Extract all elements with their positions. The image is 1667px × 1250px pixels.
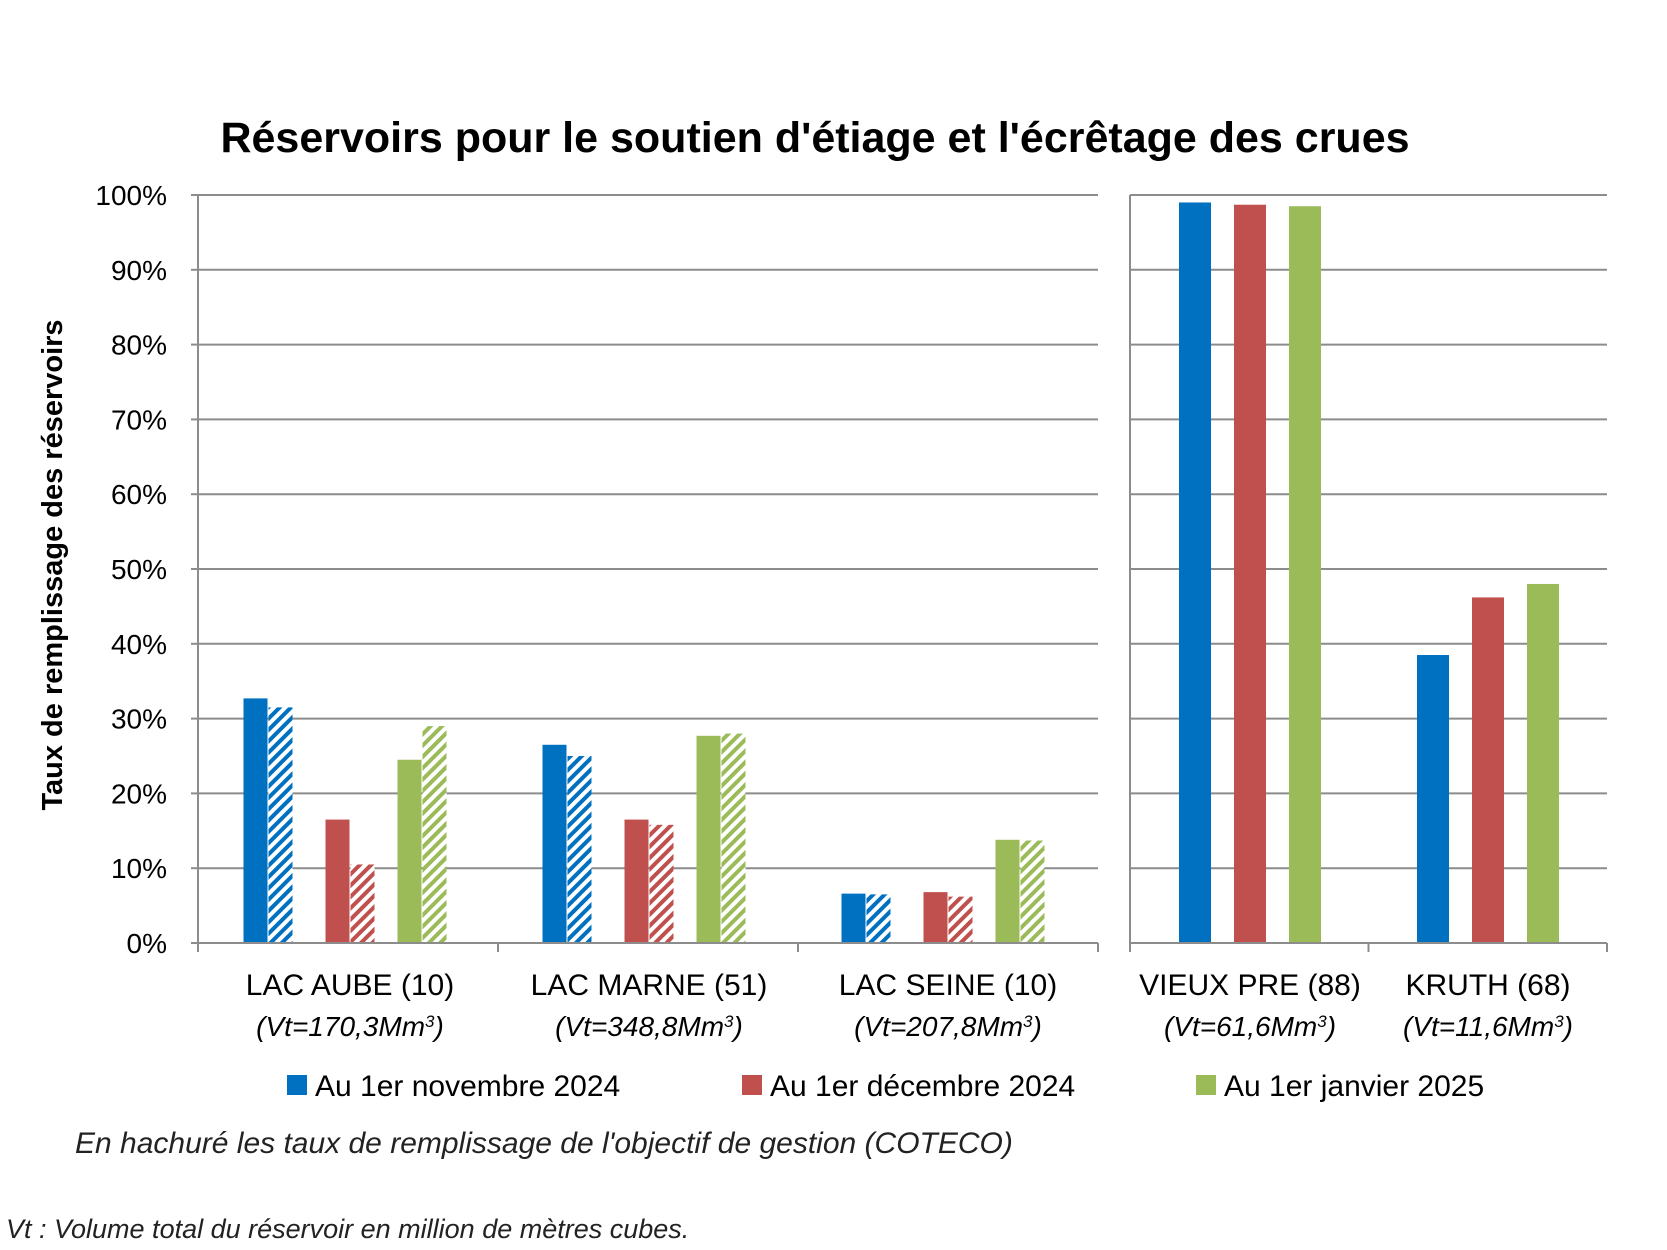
volume-note: Vt : Volume total du réservoir en millio… <box>6 1214 690 1244</box>
category-label: KRUTH (68) <box>1405 969 1570 1002</box>
category-volume-label: (Vt=11,6Mm3) <box>1403 1011 1573 1042</box>
legend-label: Au 1er janvier 2025 <box>1224 1070 1484 1103</box>
category-volume-label: (Vt=348,8Mm3) <box>555 1011 743 1042</box>
hatch-note: En hachuré les taux de remplissage de l'… <box>75 1127 1013 1160</box>
y-axis-label: Taux de remplissage des réservoirs <box>37 319 69 810</box>
bar <box>995 839 1020 943</box>
bar-objective <box>567 756 592 943</box>
legend-swatch <box>742 1075 762 1095</box>
legend-swatch <box>1196 1075 1216 1095</box>
bar <box>243 698 268 943</box>
y-tick-label: 10% <box>111 853 167 884</box>
y-tick-labels: 0% 10% 20% 30% 40% 50% 60% 70% 80% 90% 100% <box>95 180 167 959</box>
bar <box>1289 206 1321 944</box>
bar <box>923 892 948 943</box>
y-tick-label: 60% <box>111 479 167 510</box>
category-label: VIEUX PRE (88) <box>1139 969 1361 1002</box>
y-tick-label: 20% <box>111 778 167 809</box>
bar <box>325 819 350 943</box>
bar <box>1417 655 1449 943</box>
bar-objective <box>948 896 973 943</box>
bar <box>397 759 422 943</box>
legend-swatch <box>287 1075 307 1095</box>
legend-label: Au 1er novembre 2024 <box>315 1070 620 1103</box>
category-volume-label: (Vt=207,8Mm3) <box>854 1011 1042 1042</box>
category-label: LAC AUBE (10) <box>246 969 454 1002</box>
bar <box>542 744 567 943</box>
bar-objective <box>1020 840 1045 943</box>
bar <box>1472 597 1504 943</box>
bar <box>841 893 866 943</box>
legend: Au 1er novembre 2024 Au 1er décembre 2024… <box>287 1070 1484 1103</box>
y-tick-label: 90% <box>111 255 167 286</box>
x-axis <box>191 194 1608 952</box>
category-volume-label: (Vt=170,3Mm3) <box>256 1011 444 1042</box>
bars <box>243 202 1559 944</box>
bar <box>624 819 649 943</box>
x-tick-labels: LAC AUBE (10) (Vt=170,3Mm3) LAC MARNE (51)… <box>246 969 1573 1042</box>
y-tick-label: 100% <box>95 180 167 211</box>
legend-label: Au 1er décembre 2024 <box>770 1070 1075 1103</box>
category-label: LAC MARNE (51) <box>531 969 768 1002</box>
chart-title: Réservoirs pour le soutien d'étiage et l… <box>220 114 1409 162</box>
y-tick-label: 80% <box>111 330 167 361</box>
bar-objective <box>866 894 891 943</box>
bar <box>1234 204 1266 943</box>
bar-objective <box>649 824 674 943</box>
bar-objective <box>721 733 746 943</box>
y-tick-label: 50% <box>111 554 167 585</box>
bar-objective <box>350 864 375 943</box>
category-label: LAC SEINE (10) <box>839 969 1057 1002</box>
bar <box>696 735 721 943</box>
bar-objective <box>268 707 293 943</box>
bar-objective <box>422 726 447 943</box>
y-tick-label: 30% <box>111 704 167 735</box>
bar <box>1527 583 1559 943</box>
y-tick-label: 40% <box>111 629 167 660</box>
category-volume-label: (Vt=61,6Mm3) <box>1164 1011 1336 1042</box>
y-tick-label: 70% <box>111 404 167 435</box>
y-tick-label: 0% <box>127 928 167 959</box>
bar <box>1179 202 1211 944</box>
